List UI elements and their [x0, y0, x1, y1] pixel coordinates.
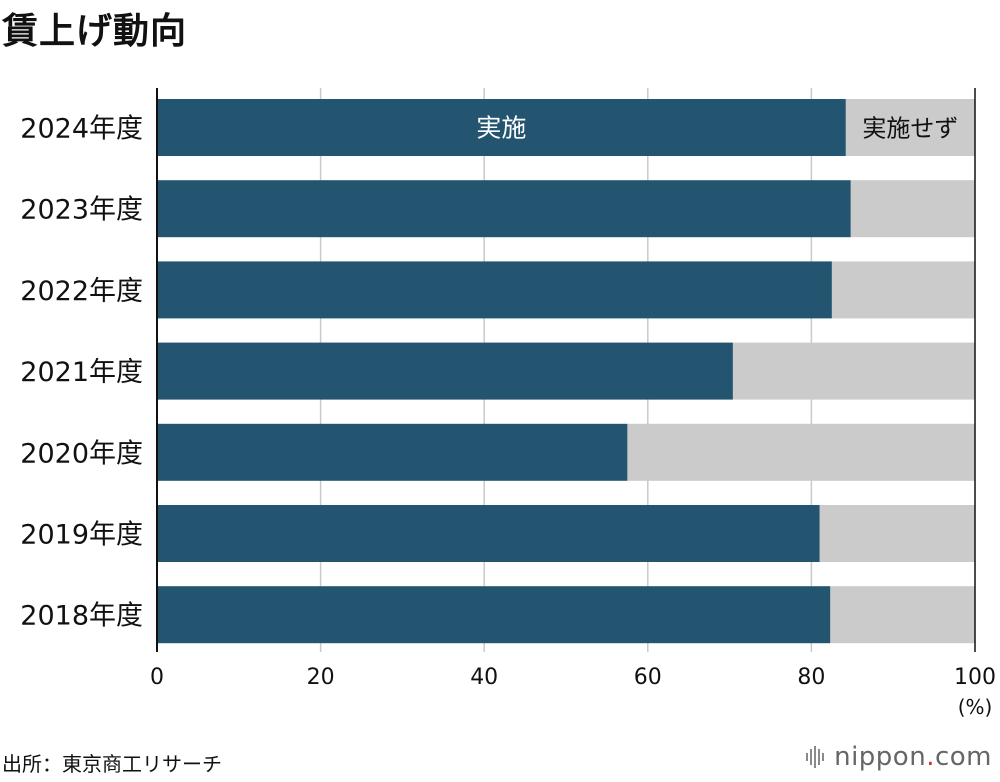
bar-not-implemented: [831, 261, 975, 319]
category-label: 2022年度: [20, 276, 143, 307]
category-label: 2021年度: [20, 357, 143, 388]
bar-implemented: [157, 586, 831, 644]
bar-implemented: [157, 342, 733, 400]
bar-implemented: [157, 261, 832, 319]
bar-implemented: [157, 423, 628, 481]
category-label: 2018年度: [20, 601, 143, 632]
category-label: 2024年度: [20, 114, 143, 145]
series-label-implemented: 実施: [476, 114, 526, 143]
x-tick-label: 20: [307, 665, 335, 690]
x-tick-label: 80: [797, 665, 825, 690]
bar-implemented: [157, 99, 846, 156]
x-tick-label: 60: [634, 665, 662, 690]
bar-not-implemented: [627, 423, 975, 481]
x-tick-label: 40: [470, 665, 498, 690]
bar-not-implemented: [830, 586, 975, 644]
category-label: 2023年度: [20, 195, 143, 226]
brand-dot: .: [926, 742, 935, 772]
brand-name: nippon: [834, 742, 927, 772]
x-tick-label: 0: [150, 665, 164, 690]
brand-domain: com: [934, 742, 992, 772]
bar-not-implemented: [732, 342, 975, 400]
brand-logo: nippon.com: [804, 742, 992, 772]
source-note: 出所：東京商工リサーチ: [2, 752, 222, 776]
bar-not-implemented: [850, 180, 975, 238]
bar-not-implemented: [819, 505, 975, 562]
x-tick-label: 100: [954, 665, 996, 690]
bar-implemented: [157, 180, 851, 238]
bar-not-implemented: [845, 99, 975, 156]
chart-title: 賃上げ動向: [2, 11, 188, 52]
category-label: 2020年度: [20, 438, 143, 469]
nippon-logo-icon: [806, 746, 825, 768]
series-label-not-implemented: 実施せず: [862, 115, 958, 143]
x-unit-label: (%): [958, 695, 993, 719]
category-label: 2019年度: [20, 520, 143, 551]
bar-implemented: [157, 505, 820, 562]
